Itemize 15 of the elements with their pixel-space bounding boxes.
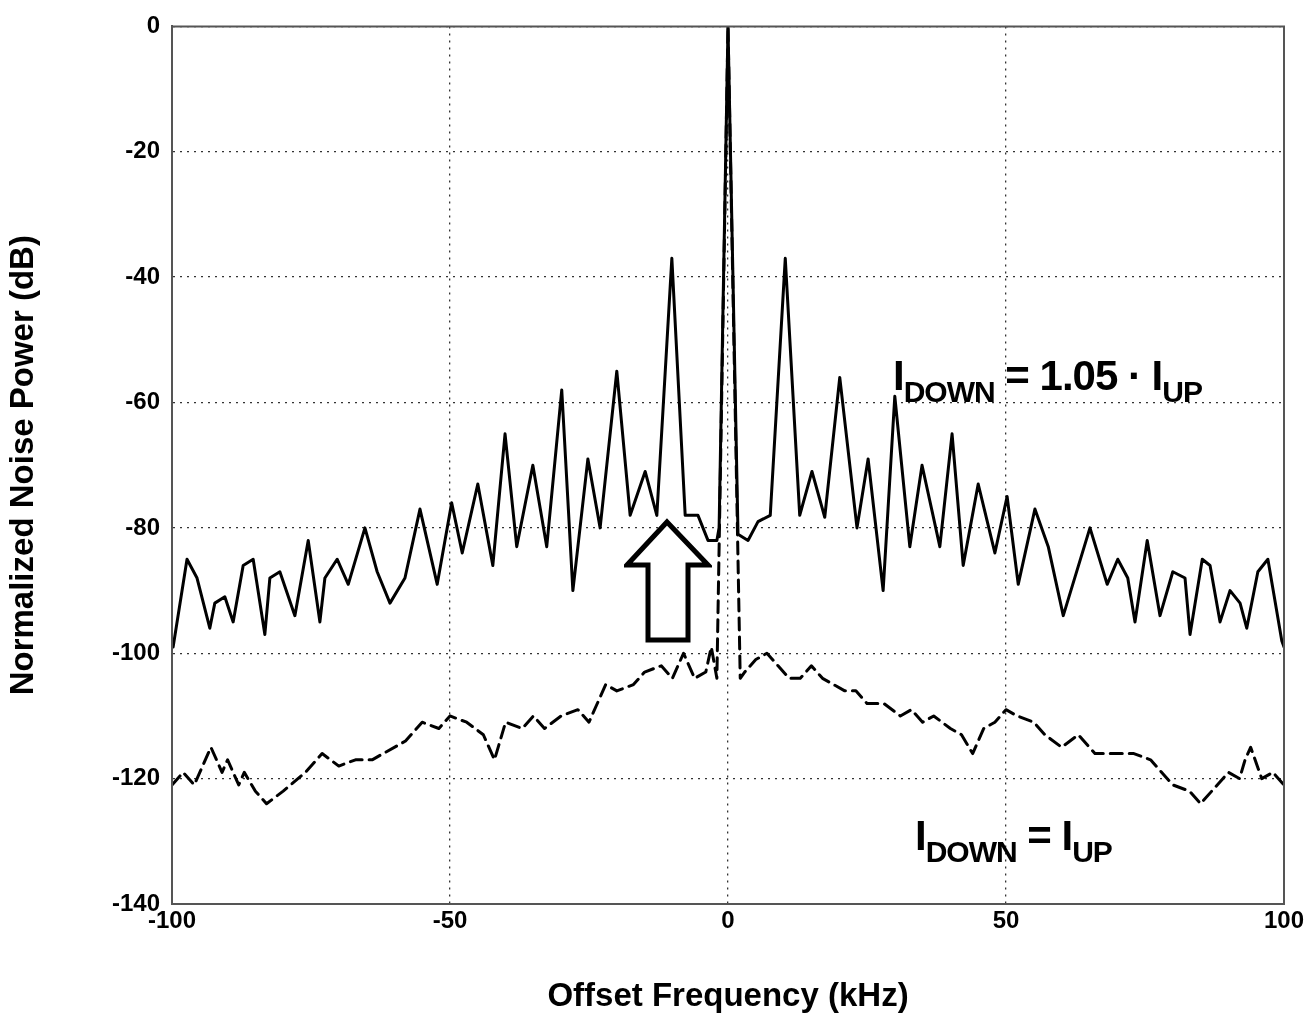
x-tick-label: 0 — [721, 906, 735, 934]
y-tick-label: -80 — [125, 512, 160, 540]
series-label: I$_{DOWN}$ = I$_{UP}$ — [915, 812, 1112, 869]
series-label: I$_{DOWN}$ = 1.05 · I$_{UP}$ — [893, 352, 1202, 409]
y-tick-label: -20 — [125, 136, 160, 164]
y-axis-title: Normalized Noise Power (dB) — [2, 235, 40, 696]
y-tick-label: -120 — [111, 763, 160, 791]
x-axis-title: Offset Frequency (kHz) — [547, 976, 909, 1014]
x-tick-label: -50 — [432, 906, 468, 934]
x-tick-label: 100 — [1263, 906, 1305, 934]
x-tick-label: 50 — [992, 906, 1020, 934]
y-tick-label: -100 — [111, 637, 160, 665]
y-tick-label: -40 — [125, 261, 160, 289]
y-tick-label: 0 — [146, 11, 160, 39]
y-tick-label: -60 — [125, 387, 160, 415]
